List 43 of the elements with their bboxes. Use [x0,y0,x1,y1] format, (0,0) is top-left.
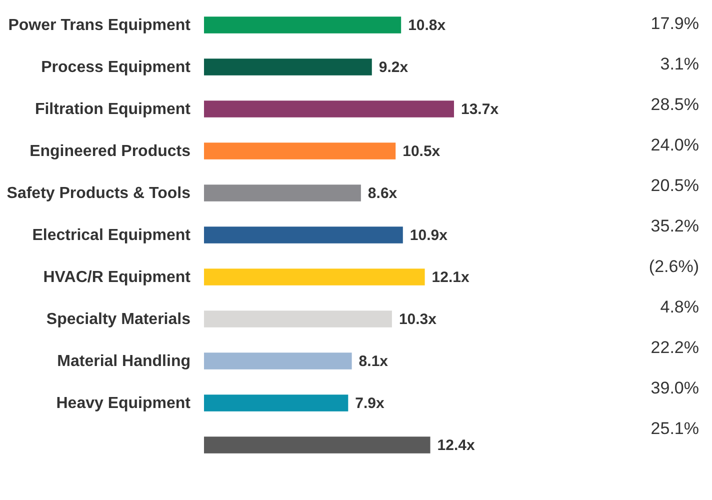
y-tick-label: Safety Products & Tools [6,185,191,202]
y-tick-label: Electrical Equipment [32,227,192,244]
data-label: 8.6x [368,185,398,202]
text: 25.1% [650,418,699,438]
text: 39.0% [650,378,699,398]
bar [204,268,425,286]
bar [204,352,352,370]
y-tick-label: Heavy Equipment [56,395,192,412]
text: 28.5% [650,95,699,114]
y-tick-label: Process Equipment [41,59,192,76]
data-label: 10.3x [398,311,438,328]
y-tick-label: Power Trans Equipment [8,17,192,34]
bar [204,394,348,412]
data-label: 12.1x [432,269,470,286]
text: 22.2% [650,338,699,358]
data-label: 8.1x [358,353,389,370]
text: 17.9% [650,14,699,34]
text: 3.1% [660,54,699,74]
text: (2.6%) [648,257,699,276]
y-tick-label: Specialty Materials [46,311,191,328]
data-label: 12.4x [437,437,476,454]
data-label: 10.8x [408,17,446,34]
data-label: 13.7x [461,101,500,118]
bar [204,226,403,244]
bar [204,100,454,118]
data-label: 7.9x [355,395,386,412]
y-tick-label: HVAC/R Equipment [43,269,192,286]
bar [204,16,402,34]
y-tick-label: Engineered Products [30,143,191,160]
text: 24.0% [650,136,699,155]
y-tick-label: Filtration Equipment [34,101,192,118]
y-tick-label: Material Handling [57,353,190,370]
bar [204,142,396,160]
data-label: 9.2x [378,59,409,76]
bar [204,436,430,454]
text: 20.5% [650,176,699,196]
text: 4.8% [660,298,699,317]
bar [204,58,372,76]
text: 35.2% [650,216,699,236]
data-label: 10.9x [410,227,448,244]
bar [204,310,392,328]
bar [204,184,361,202]
data-label: 10.5x [402,143,441,160]
